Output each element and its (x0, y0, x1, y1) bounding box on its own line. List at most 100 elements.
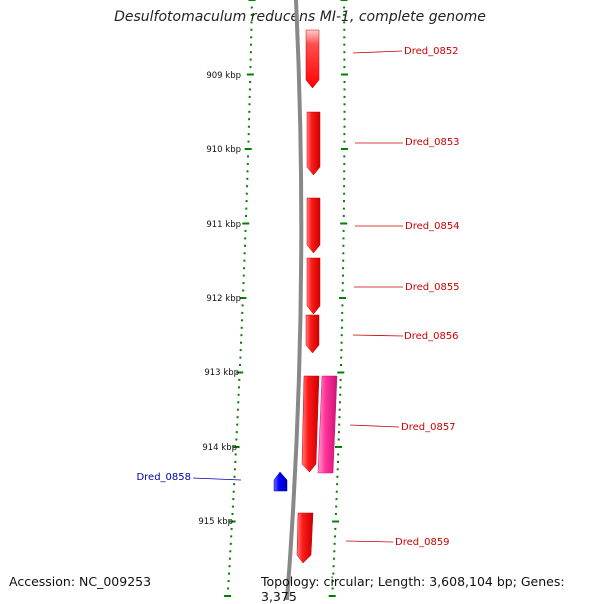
inner-ruler-dot (341, 319, 344, 322)
inner-ruler-dot (343, 162, 346, 165)
inner-ruler-dot (343, 28, 346, 31)
outer-ruler-dot (249, 66, 252, 69)
outer-ruler-dot (239, 364, 241, 366)
outer-ruler-dot (242, 282, 245, 285)
outer-ruler-dot (250, 43, 252, 46)
outer-ruler-dot (233, 483, 236, 486)
outer-ruler-major-tick (232, 446, 240, 448)
outer-ruler-dot (239, 356, 242, 359)
inner-ruler-dot (340, 341, 343, 344)
outer-ruler-dot (248, 118, 251, 121)
inner-ruler-dot (343, 43, 346, 46)
outer-ruler-dot (249, 81, 252, 83)
gene-label-dred-0859[interactable]: Dred_0859 (395, 537, 450, 548)
outer-ruler-dot (228, 572, 230, 575)
outer-ruler-dot (248, 95, 251, 98)
gene-label-dred-0852[interactable]: Dred_0852 (404, 46, 459, 57)
inner-ruler-dot (343, 185, 346, 188)
inner-ruler-dot (343, 133, 346, 136)
outer-ruler-major-tick (239, 297, 247, 299)
tick-label-913: 913 kbp (204, 368, 239, 378)
gene-arrow-dred-0855[interactable] (306, 257, 321, 315)
inner-ruler-dot (343, 81, 346, 83)
outer-ruler-dot (241, 304, 244, 307)
outer-ruler-major-tick (246, 73, 254, 76)
inner-ruler-dot (333, 550, 336, 553)
gene-arrow-dred-0852[interactable] (305, 29, 320, 89)
outer-ruler-dot (242, 289, 245, 292)
gene-arrow-dred-0856[interactable] (305, 314, 320, 354)
outer-ruler-dot (243, 267, 246, 270)
inner-ruler-dot (343, 110, 346, 113)
inner-ruler-major-tick (340, 0, 348, 1)
gene-label-dred-0857[interactable]: Dred_0857 (401, 422, 456, 433)
inner-ruler-dot (343, 177, 346, 180)
inner-ruler-dot (343, 95, 346, 98)
inner-ruler-dot (339, 393, 342, 396)
outer-ruler-dot (245, 200, 248, 203)
gene-label-dred-0855[interactable]: Dred_0855 (405, 282, 460, 293)
inner-ruler-dot (340, 334, 343, 337)
inner-ruler-dot (343, 58, 346, 61)
inner-ruler-dot (336, 475, 339, 478)
gene-label-dred-0854[interactable]: Dred_0854 (405, 221, 460, 232)
outer-ruler-dot (247, 155, 249, 158)
outer-ruler-dot (247, 133, 250, 136)
inner-ruler-dot (338, 431, 340, 434)
gene-label-dred-0858[interactable]: Dred_0858 (136, 472, 191, 483)
inner-ruler-dot (342, 252, 345, 255)
gene-arrow-dred-0854[interactable] (306, 197, 321, 254)
outer-ruler-dot (244, 229, 247, 232)
inner-ruler-dot (341, 311, 344, 314)
inner-ruler-dot (338, 408, 341, 411)
outer-ruler-dot (227, 587, 230, 590)
outer-ruler-major-tick (224, 595, 232, 597)
inner-ruler-dot (334, 513, 337, 515)
inner-ruler (328, 0, 348, 597)
outer-ruler-dot (244, 244, 246, 247)
outer-ruler-dot (228, 565, 231, 568)
accession-text: Accession: NC_009253 (9, 574, 152, 589)
inner-ruler-major-tick (328, 595, 336, 597)
gene-arrow-dred-0859[interactable] (296, 512, 314, 564)
inner-ruler-dot (340, 326, 343, 329)
inner-ruler-dot (343, 170, 346, 173)
outer-ruler-dot (249, 58, 252, 61)
inner-ruler-major-tick (337, 371, 345, 374)
outer-ruler-dot (241, 311, 244, 314)
inner-ruler-dot (343, 13, 346, 16)
inner-ruler-dot (334, 527, 337, 530)
gene-arrow-dred-0857[interactable] (301, 375, 320, 473)
map-title: Desulfotomaculum reducens MI-1, complete… (114, 9, 486, 25)
inner-ruler-dot (339, 378, 342, 381)
outer-ruler-dot (235, 431, 238, 434)
inner-ruler-dot (343, 192, 346, 195)
inner-ruler-dot (341, 304, 344, 307)
gene-arrow-dred-0857-alt[interactable] (317, 375, 338, 474)
outer-ruler-dot (229, 542, 232, 545)
outer-ruler-dot (250, 6, 253, 9)
inner-ruler-dot (332, 565, 335, 568)
outer-ruler-dot (238, 386, 240, 389)
outer-ruler-dot (248, 88, 251, 91)
inner-ruler-dot (343, 88, 346, 91)
inner-ruler-dot (343, 21, 346, 24)
outer-ruler-dot (233, 475, 236, 478)
inner-ruler-dot (343, 118, 346, 121)
gene-label-dred-0856[interactable]: Dred_0856 (404, 331, 459, 342)
outer-ruler-dot (230, 535, 233, 538)
tick-label-909: 909 kbp (206, 71, 241, 81)
outer-ruler-dot (232, 498, 235, 501)
inner-ruler-dot (337, 460, 339, 463)
gene-arrow-dred-0858[interactable] (273, 471, 288, 492)
inner-ruler-dot (341, 282, 344, 285)
inner-ruler-major-tick (341, 73, 348, 76)
outer-ruler-dot (246, 185, 249, 188)
outer-ruler-major-tick (244, 148, 252, 150)
outer-ruler-dot (248, 110, 251, 113)
tick-label-911: 911 kbp (206, 220, 241, 230)
outer-ruler-dot (231, 513, 234, 515)
gene-features (273, 29, 338, 564)
gene-arrow-dred-0853[interactable] (306, 111, 321, 176)
gene-label-dred-0853[interactable]: Dred_0853 (405, 137, 460, 148)
